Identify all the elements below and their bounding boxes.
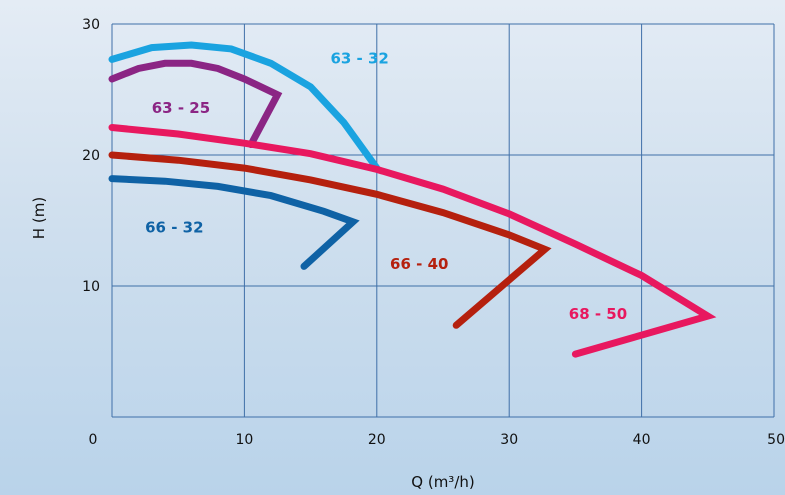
series-curve <box>108 175 360 270</box>
y-tick-label: 30 <box>82 17 100 33</box>
series-label: 66 - 32 <box>145 218 203 236</box>
series-label: 68 - 50 <box>569 305 627 323</box>
series-curve <box>108 59 283 148</box>
x-axis-label: Q (m³/h) <box>411 473 474 491</box>
series-curve <box>108 151 552 329</box>
y-tick-label: 20 <box>82 148 100 164</box>
series-label: 63 - 32 <box>330 49 388 67</box>
x-tick-label: 0 <box>89 432 98 448</box>
series-label: 63 - 25 <box>152 99 210 117</box>
tick-labels: 0 10 20 30 40 50 10 20 30 <box>82 17 785 448</box>
x-tick-label: 40 <box>633 432 651 448</box>
curves <box>108 41 717 358</box>
series-curve <box>108 41 381 172</box>
x-tick-label: 50 <box>767 432 785 448</box>
y-tick-label: 10 <box>82 279 100 295</box>
x-tick-label: 10 <box>235 432 253 448</box>
series-label: 66 - 40 <box>390 255 448 273</box>
series-curve <box>108 124 717 358</box>
grid <box>111 23 775 418</box>
y-axis-label: H (m) <box>30 197 48 239</box>
series-labels: 63 - 32 63 - 25 68 - 50 66 - 40 66 - 32 <box>145 49 627 322</box>
x-tick-label: 20 <box>368 432 386 448</box>
x-tick-label: 30 <box>500 432 518 448</box>
